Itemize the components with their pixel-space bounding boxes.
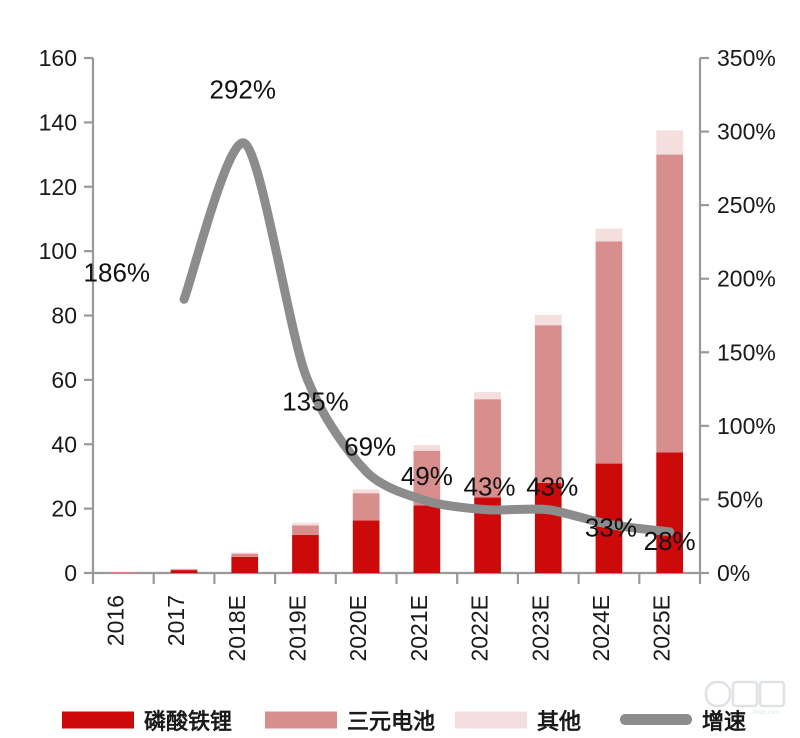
left-axis-tick-label: 140 bbox=[39, 109, 77, 135]
left-axis-tick-label: 160 bbox=[39, 45, 77, 71]
bar-segment-0 bbox=[109, 572, 137, 573]
right-axis-tick-label: 50% bbox=[717, 486, 763, 512]
bar-segment-2 bbox=[170, 568, 198, 570]
right-axis-tick-label: 350% bbox=[717, 45, 776, 71]
left-axis-tick-labels: 0 20 40 60 80 100 120 140 160 bbox=[39, 45, 77, 586]
legend-color-swatch bbox=[62, 711, 134, 729]
bar-segment-1 bbox=[231, 553, 259, 557]
right-axis-tick-label: 250% bbox=[717, 192, 776, 218]
right-axis-tick-labels: 0% 50% 100% 150% 200% 250% 300% 350% bbox=[717, 45, 776, 586]
right-axis-tick-label: 0% bbox=[717, 560, 750, 586]
bar-segment-2 bbox=[474, 392, 501, 400]
bar-segment-2 bbox=[231, 552, 259, 554]
left-axis-tick-label: 60 bbox=[51, 367, 77, 393]
x-axis-category-label: 2025E bbox=[649, 595, 675, 662]
growth-data-label: 33% bbox=[585, 512, 637, 542]
watermark-logo: zhidx.com bbox=[704, 680, 786, 716]
left-axis-tick-label: 20 bbox=[51, 496, 77, 522]
bar-segment-1 bbox=[474, 399, 501, 498]
left-axis-tick-label: 100 bbox=[39, 238, 77, 264]
x-axis-category-label: 2023E bbox=[527, 595, 553, 662]
bar-segment-1 bbox=[656, 154, 684, 453]
bar-segment-2 bbox=[656, 130, 684, 155]
bar-segment-0 bbox=[170, 570, 198, 573]
x-axis-category-label: 2024E bbox=[588, 595, 614, 662]
x-axis-category-label: 2022E bbox=[467, 595, 493, 662]
bar-group bbox=[656, 130, 684, 573]
watermark-subtext: zhidx.com bbox=[752, 710, 779, 716]
bar-group bbox=[352, 489, 380, 573]
x-axis-category-labels: 2016 2017 2018E 2019E 2020E 2021E 2022E 2023E 20… bbox=[102, 595, 674, 662]
bar-group bbox=[109, 571, 137, 573]
bar-segment-1 bbox=[595, 241, 623, 464]
bar-group bbox=[170, 568, 198, 573]
bar-segment-2 bbox=[109, 571, 137, 573]
legend-item-2[interactable]: 其他 bbox=[455, 710, 581, 735]
bar-segment-2 bbox=[352, 489, 380, 494]
growth-rate-line bbox=[179, 138, 675, 537]
left-axis-tick-label: 0 bbox=[64, 560, 77, 586]
legend-item-1[interactable]: 三元电池 bbox=[265, 710, 435, 735]
legend-item-0[interactable]: 磷酸铁锂 bbox=[62, 709, 232, 735]
bar-group bbox=[534, 314, 562, 573]
growth-data-label: 186% bbox=[84, 257, 151, 287]
left-axis-tick-label: 80 bbox=[51, 303, 77, 329]
bar-segment-0 bbox=[656, 452, 684, 573]
growth-rate-data-labels: 186%292%135%69%49% 43% 43%33% 28% bbox=[84, 74, 696, 555]
right-axis-tick-label: 100% bbox=[717, 413, 776, 439]
right-axis-tick-label: 300% bbox=[717, 119, 776, 145]
bar-segment-2 bbox=[595, 228, 623, 242]
bar-segment-2 bbox=[534, 314, 562, 326]
bar-segment-2 bbox=[413, 444, 441, 451]
left-axis-tick-label: 120 bbox=[39, 174, 77, 200]
x-axis-ticks bbox=[91, 573, 702, 584]
bar-segment-1 bbox=[292, 525, 319, 536]
bar-group bbox=[231, 552, 259, 573]
right-axis-ticks bbox=[700, 56, 709, 575]
bar-segment-0 bbox=[352, 520, 380, 573]
right-axis-tick-label: 200% bbox=[717, 266, 776, 292]
growth-data-label: 49% bbox=[401, 461, 453, 491]
bar-segment-1 bbox=[170, 569, 198, 571]
x-axis-category-label: 2017 bbox=[163, 595, 189, 646]
bar-segment-1 bbox=[534, 325, 562, 483]
bar-segment-0 bbox=[292, 535, 319, 573]
growth-data-label: 43% bbox=[526, 472, 578, 502]
growth-data-label: 292% bbox=[210, 74, 277, 104]
bar-segment-0 bbox=[534, 482, 562, 573]
growth-data-label: 28% bbox=[644, 526, 696, 556]
x-axis-category-label: 2020E bbox=[345, 595, 371, 662]
legend-color-swatch bbox=[265, 711, 337, 729]
growth-data-label: 43% bbox=[464, 472, 516, 502]
legend-label: 增速 bbox=[702, 709, 746, 735]
growth-data-label: 69% bbox=[344, 431, 396, 461]
bar-group bbox=[292, 522, 319, 573]
legend-item-3[interactable]: 增速 bbox=[620, 709, 746, 735]
x-axis-category-label: 2018E bbox=[224, 595, 250, 662]
bar-series-group bbox=[109, 130, 684, 573]
growth-data-label: 135% bbox=[282, 386, 349, 416]
x-axis-category-label: 2021E bbox=[406, 595, 432, 662]
chart-legend: 磷酸铁锂 三元电池 其他 增速 bbox=[62, 709, 746, 735]
legend-label: 磷酸铁锂 bbox=[144, 709, 232, 735]
bar-segment-1 bbox=[352, 493, 380, 521]
right-axis-tick-label: 150% bbox=[717, 339, 776, 365]
legend-label: 其他 bbox=[537, 710, 581, 735]
x-axis-category-label: 2016 bbox=[102, 595, 128, 646]
left-axis-ticks bbox=[84, 56, 93, 575]
bar-segment-2 bbox=[292, 522, 319, 526]
legend-color-swatch bbox=[455, 711, 527, 729]
bar-segment-0 bbox=[413, 505, 441, 573]
x-axis-category-label: 2019E bbox=[284, 595, 310, 662]
left-axis-tick-label: 40 bbox=[51, 431, 77, 457]
legend-label: 三元电池 bbox=[347, 710, 435, 735]
legend-line-swatch bbox=[620, 714, 692, 725]
bar-segment-0 bbox=[231, 556, 259, 573]
